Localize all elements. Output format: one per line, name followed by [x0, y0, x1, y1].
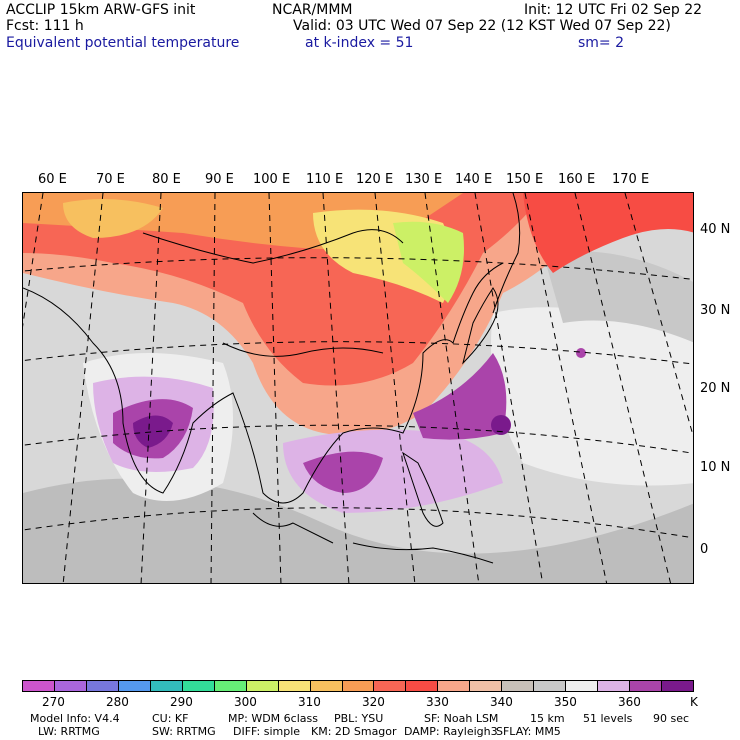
colorbar-swatch [598, 681, 631, 691]
colorbar-swatch [630, 681, 663, 691]
colorbar-swatch [566, 681, 599, 691]
longitude-label: 160 E [558, 172, 596, 187]
valid-time: Valid: 03 UTC Wed 07 Sep 22 (12 KST Wed … [293, 18, 671, 34]
colorbar [22, 680, 694, 692]
smooth-label: sm= 2 [578, 35, 625, 51]
model-info-item: SW: RRTMG [152, 725, 216, 738]
longitude-label: 100 E [253, 172, 291, 187]
model-info-item: DIFF: simple [233, 725, 301, 738]
colorbar-label: 300 [234, 695, 257, 709]
colorbar-label: 320 [362, 695, 385, 709]
colorbar-label: 340 [490, 695, 513, 709]
map-panel [22, 192, 694, 584]
longitude-label: 90 E [205, 172, 234, 187]
longitude-label: 170 E [612, 172, 650, 187]
southern-field [23, 478, 693, 583]
colorbar-label: 270 [42, 695, 65, 709]
colorbar-label: 290 [170, 695, 193, 709]
manchuria-field [393, 221, 464, 303]
model-info-item: 90 sec [653, 712, 690, 725]
colorbar-swatch [662, 681, 694, 691]
pacific-cell-field [576, 348, 586, 358]
longitude-label: 140 E [455, 172, 493, 187]
model-info-item: DAMP: Rayleigh3 [404, 725, 498, 738]
colorbar-label: 280 [106, 695, 129, 709]
scs-high-field [303, 451, 383, 493]
field-name: Equivalent potential temperature [6, 35, 240, 51]
colorbar-swatch [182, 681, 215, 691]
colorbar-label: 350 [554, 695, 577, 709]
okhotsk-field [523, 193, 693, 273]
nw-pacific-field [543, 251, 693, 343]
latitude-label: 10 N [700, 460, 731, 475]
longitude-label: 110 E [306, 172, 344, 187]
model-info-item: SFLAY: MM5 [496, 725, 561, 738]
latitude-label: 40 N [700, 222, 731, 237]
init-time: Init: 12 UTC Fri 02 Sep 22 [524, 2, 703, 18]
colorbar-swatch [118, 681, 151, 691]
graticule [23, 193, 693, 583]
latitude-label: 20 N [700, 381, 731, 396]
colorbar-swatch [470, 681, 503, 691]
model-info-item: Model Info: V4.4 [30, 712, 120, 725]
longitude-label: 70 E [96, 172, 125, 187]
kazakh-field [63, 199, 163, 238]
model-info-item: SF: Noah LSM [424, 712, 499, 725]
colorbar-swatch [150, 681, 183, 691]
colorbar-swatch [310, 681, 343, 691]
equivalent-potential-temperature-map [23, 193, 693, 583]
colorbar-swatch [502, 681, 535, 691]
colorbar-swatch [278, 681, 311, 691]
colorbar-label: 330 [426, 695, 449, 709]
philippine-sea-field [413, 353, 507, 440]
colorbar-swatch [54, 681, 87, 691]
latitude-label: 30 N [700, 303, 731, 318]
model-info-item: PBL: YSU [334, 712, 384, 725]
colorbar-swatch [86, 681, 119, 691]
colorbar-unit: K [690, 695, 698, 709]
latitude-label: 0 [700, 542, 709, 557]
colorbar-swatch [374, 681, 407, 691]
colorbar-swatch [438, 681, 471, 691]
model-info-item: MP: WDM 6class [228, 712, 318, 725]
model-title: ACCLIP 15km ARW-GFS init [6, 2, 196, 18]
model-info-item: KM: 2D Smagor [311, 725, 397, 738]
colorbar-label: 310 [298, 695, 321, 709]
longitude-label: 130 E [405, 172, 443, 187]
model-info-item: 15 km [530, 712, 565, 725]
forecast-hour: Fcst: 111 h [6, 18, 84, 34]
colorbar-label: 360 [618, 695, 641, 709]
colorbar-swatch [246, 681, 279, 691]
scs-moist-field [283, 429, 503, 513]
pacific-field [491, 307, 693, 486]
colorbar-swatch [534, 681, 567, 691]
model-info-item: 51 levels [583, 712, 633, 725]
longitude-label: 80 E [152, 172, 181, 187]
model-info-item: CU: KF [152, 712, 189, 725]
longitude-label: 150 E [506, 172, 544, 187]
coastlines [23, 193, 521, 564]
colorbar-swatch [214, 681, 247, 691]
typhoon-core-field [491, 415, 511, 435]
longitude-label: 60 E [38, 172, 67, 187]
colorbar-swatch [342, 681, 375, 691]
model-info-item: LW: RRTMG [38, 725, 100, 738]
level-label: at k-index = 51 [305, 35, 414, 51]
colorbar-swatch [23, 681, 55, 691]
bengal-peak-field [133, 415, 173, 448]
longitude-label: 120 E [356, 172, 394, 187]
colorbar-swatch [406, 681, 439, 691]
org-label: NCAR/MMM [272, 2, 353, 18]
